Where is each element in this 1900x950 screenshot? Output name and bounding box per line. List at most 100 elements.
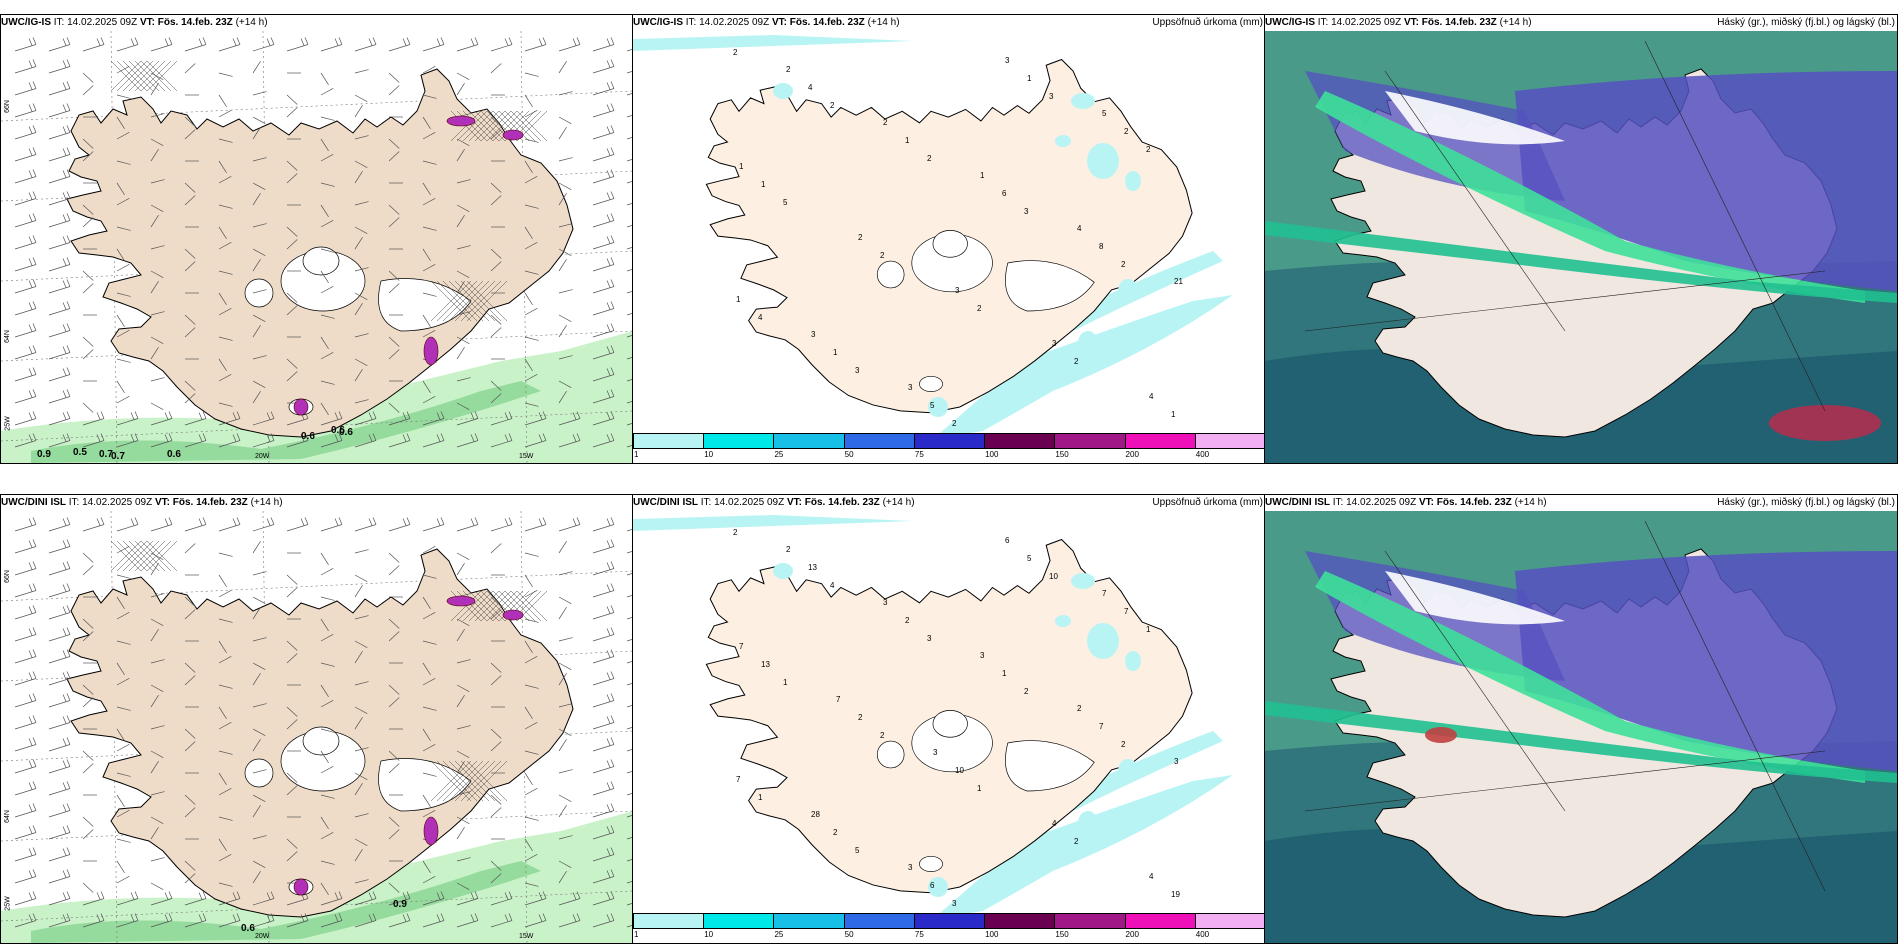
wind-barb	[388, 72, 400, 83]
wind-barb	[524, 772, 533, 785]
wind-barb	[626, 924, 633, 928]
wind-barb	[354, 585, 363, 598]
precip-title: Uppsöfnuð úrkoma (mm)	[1152, 497, 1263, 508]
wind-barb-flag	[610, 693, 615, 701]
colorbar-segment	[633, 913, 705, 929]
wind-barb	[558, 223, 573, 228]
wind-barb-flag	[100, 37, 105, 45]
wind-barb	[524, 574, 533, 587]
glacier-langjokull	[876, 260, 905, 289]
wind-barb	[422, 116, 431, 129]
wind-barb	[252, 127, 261, 140]
wind-barb	[252, 871, 261, 884]
wind-barb-flag	[28, 826, 33, 834]
wind-barb	[524, 589, 538, 598]
wind-barb-flag	[610, 257, 615, 265]
precip-label: 13	[808, 563, 817, 572]
wind-barb	[286, 94, 298, 105]
precip-label: 2	[858, 233, 863, 242]
lat-label-64n: 64N	[3, 810, 11, 823]
wind-barb	[354, 706, 368, 715]
iceland-group	[705, 58, 1193, 414]
wind-barb-flag	[538, 518, 543, 526]
wind-barb	[184, 898, 207, 906]
snow-hatch	[474, 110, 506, 142]
wind-barb	[116, 160, 131, 165]
precip-spot	[293, 878, 309, 896]
precip-label: 2	[977, 304, 982, 313]
wind-barb-flag	[538, 38, 543, 46]
vt-value: Fös. 14.feb. 23Z	[789, 17, 865, 28]
wind-barb-flag	[66, 759, 71, 767]
wind-barb	[116, 94, 131, 99]
wind-barb-flag	[542, 517, 547, 525]
wind-barb	[252, 728, 266, 737]
precip-label: 1	[1027, 74, 1032, 83]
wind-barb	[320, 765, 334, 774]
vt-value: Fös. 14.feb. 23Z	[157, 17, 233, 28]
wind-barb	[558, 193, 567, 206]
wind-barb-flag	[270, 37, 275, 45]
wind-barb	[490, 195, 502, 206]
wind-barb	[592, 590, 615, 598]
wind-barb	[116, 920, 139, 928]
lat-label-66n: 66N	[3, 570, 11, 583]
wind-barb	[184, 393, 196, 404]
wind-barb	[48, 546, 71, 554]
wind-barb-flag	[62, 346, 67, 354]
wind-barb	[116, 440, 139, 448]
wind-barb-flag	[606, 126, 611, 134]
graticule-line	[1384, 70, 1566, 332]
precip-label: 19	[1171, 890, 1180, 899]
gust-label: 0.7	[111, 451, 125, 462]
wind-barb	[456, 920, 479, 928]
wind-barb-flag	[606, 280, 611, 288]
wind-barb-flag	[508, 37, 513, 45]
wind-barb-flag	[474, 433, 479, 441]
wind-barb	[252, 193, 261, 206]
wind-barb-flag	[62, 434, 67, 442]
wind-barb	[422, 574, 437, 579]
wind-barb	[116, 677, 130, 686]
wind-barb	[592, 66, 615, 74]
wind-barb	[524, 160, 533, 173]
wind-barb	[320, 662, 335, 667]
wind-barb	[626, 836, 633, 840]
wind-barb	[456, 72, 470, 81]
wind-barb-flag	[62, 694, 67, 702]
wind-barb-flag	[66, 737, 71, 745]
wind-barb	[388, 631, 400, 642]
precip-label: 1	[783, 678, 788, 687]
wind-barb-flag	[198, 892, 203, 900]
wind-barb	[218, 882, 233, 887]
colorbar-segment	[773, 913, 845, 929]
wind-barb-flag	[606, 650, 611, 658]
wind-barb	[320, 882, 329, 895]
gust-label: 0.6	[301, 431, 315, 442]
it-value: 14.02.2025 09Z	[1331, 17, 1402, 28]
graticule-line	[1304, 270, 1826, 332]
snow-hatch	[486, 590, 518, 622]
gust-label: 0.6	[241, 923, 255, 934]
wind-barb	[558, 728, 572, 737]
precip-label: 7	[1124, 607, 1129, 616]
wind-barb-flag	[28, 236, 33, 244]
wind-barb-flag	[66, 693, 71, 701]
colorbar-segment	[703, 433, 775, 449]
wind-barb	[48, 700, 71, 708]
wind-barb-flag	[28, 650, 33, 658]
precip-label: 2	[830, 101, 835, 110]
wind-barb	[218, 524, 241, 532]
precip-area	[928, 397, 948, 417]
wind-barb	[116, 545, 130, 554]
wind-barb	[626, 572, 633, 576]
wind-barb	[184, 524, 207, 532]
wind-barb-flag	[32, 213, 37, 221]
wind-barb-flag	[32, 649, 37, 657]
wind-barb-flag	[32, 561, 37, 569]
wind-barb	[14, 590, 37, 598]
wind-barb	[558, 157, 573, 162]
wind-barb	[14, 634, 37, 642]
precip-area	[1055, 135, 1071, 147]
low-cloud-band	[1315, 571, 1865, 783]
